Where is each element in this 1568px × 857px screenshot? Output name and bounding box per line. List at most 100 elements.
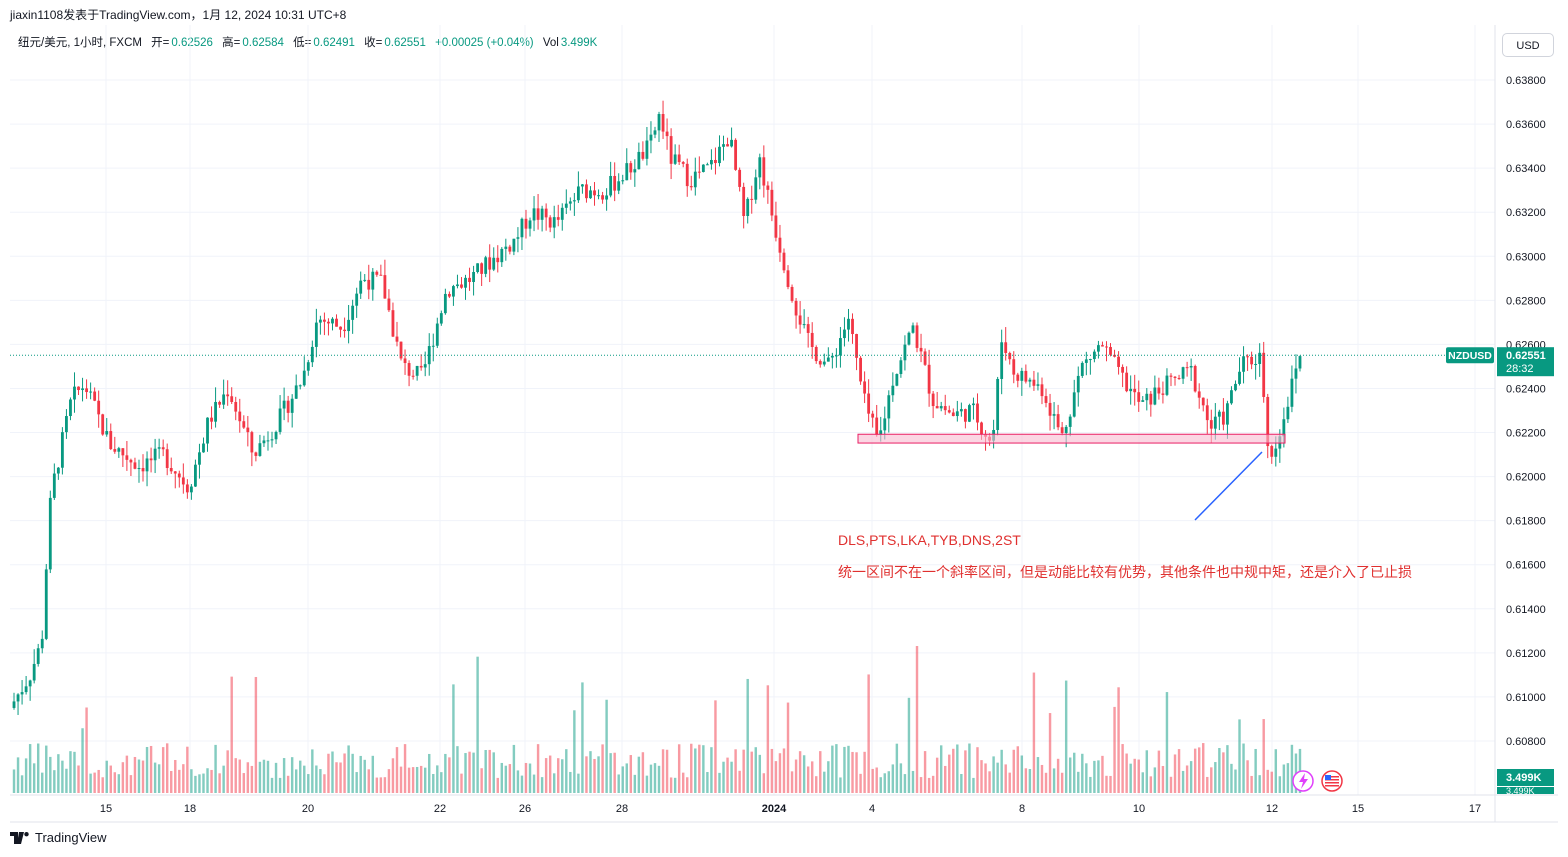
candle-body bbox=[1008, 352, 1012, 360]
candle-body bbox=[895, 374, 899, 386]
candle-body bbox=[16, 694, 20, 702]
candle-body bbox=[923, 351, 927, 365]
candle-body bbox=[830, 355, 834, 358]
candle-body bbox=[343, 329, 346, 332]
candle-body bbox=[689, 186, 693, 188]
volume-bar bbox=[790, 771, 794, 793]
candle-body bbox=[984, 434, 987, 437]
legend-low-label: 低= bbox=[293, 37, 312, 49]
candle-body bbox=[230, 396, 234, 402]
y-tick-label: 0.62200 bbox=[1506, 428, 1546, 440]
candle-body bbox=[1121, 366, 1125, 373]
volume-bar bbox=[819, 751, 822, 793]
volume-bar bbox=[831, 745, 834, 793]
volume-bar bbox=[1214, 762, 1217, 793]
volume-bar bbox=[798, 751, 802, 793]
candle-body bbox=[1173, 376, 1177, 378]
candle-body bbox=[746, 198, 750, 216]
candle-body bbox=[1242, 356, 1245, 372]
candle-body bbox=[786, 270, 790, 287]
currency-button[interactable]: USD bbox=[1502, 33, 1554, 57]
candle-body bbox=[742, 186, 746, 216]
volume-bar bbox=[589, 751, 592, 793]
volume-bar bbox=[1016, 746, 1020, 793]
volume-bar bbox=[931, 775, 935, 793]
volume-bar bbox=[859, 773, 862, 793]
candle-body bbox=[810, 332, 814, 347]
volume-tag bbox=[1497, 769, 1554, 786]
candle-body bbox=[1084, 359, 1088, 363]
volume-bar bbox=[36, 743, 40, 793]
volume-bar bbox=[923, 751, 927, 793]
volume-bar bbox=[952, 748, 955, 793]
volume-bar bbox=[1121, 744, 1124, 793]
candle-body bbox=[447, 293, 451, 297]
volume-bar bbox=[379, 777, 383, 793]
volume-bar bbox=[1193, 748, 1197, 793]
volume-bar bbox=[178, 769, 181, 793]
candle-body bbox=[955, 411, 959, 417]
candle-body bbox=[963, 409, 967, 422]
volume-bar bbox=[863, 751, 866, 793]
volume-bar bbox=[383, 777, 387, 793]
candle-body bbox=[149, 458, 153, 461]
volume-bar bbox=[770, 748, 774, 793]
y-tick-label: 0.63400 bbox=[1506, 163, 1546, 175]
y-tick-label: 0.63600 bbox=[1506, 119, 1546, 131]
candle-body bbox=[331, 318, 334, 324]
candle-body bbox=[1004, 342, 1008, 353]
volume-bar bbox=[887, 771, 891, 793]
candle-body bbox=[198, 452, 201, 465]
volume-bar bbox=[500, 762, 504, 793]
volume-bar bbox=[835, 744, 838, 793]
volume-bar bbox=[395, 747, 399, 793]
candle-body bbox=[1060, 427, 1064, 433]
candle-body bbox=[387, 298, 391, 311]
candle-body bbox=[718, 146, 721, 164]
volume-bar bbox=[855, 752, 858, 793]
x-tick-label: 17 bbox=[1469, 803, 1481, 815]
candle-body bbox=[73, 386, 76, 400]
candle-body bbox=[935, 406, 939, 409]
volume-bar bbox=[706, 772, 709, 793]
volume-bar bbox=[149, 745, 153, 793]
volume-bar bbox=[403, 744, 407, 793]
candle-body bbox=[403, 358, 407, 364]
volume-bar bbox=[57, 754, 60, 793]
candle-body bbox=[568, 201, 572, 204]
volume-bar bbox=[996, 762, 999, 793]
volume-bar bbox=[407, 767, 411, 793]
volume-bar bbox=[141, 760, 145, 793]
candle-body bbox=[601, 195, 604, 200]
volume-bar bbox=[69, 751, 72, 793]
candle-body bbox=[528, 220, 532, 229]
candle-body bbox=[1149, 393, 1153, 405]
volume-bar bbox=[355, 772, 358, 793]
candle-body bbox=[665, 131, 669, 137]
candle-body bbox=[109, 431, 113, 450]
volume-bar bbox=[665, 749, 669, 793]
volume-bar bbox=[399, 766, 403, 793]
volume-bar bbox=[593, 758, 596, 793]
volume-bar bbox=[81, 728, 84, 793]
volume-bar bbox=[1028, 769, 1032, 793]
volume-bar bbox=[492, 752, 495, 793]
volume-bar bbox=[222, 765, 225, 793]
volume-bar bbox=[1282, 764, 1286, 793]
candle-body bbox=[24, 686, 28, 693]
candle-body bbox=[750, 198, 754, 200]
volume-bar bbox=[1129, 763, 1132, 793]
volume-bar bbox=[750, 751, 753, 793]
annotation-comment: 统一区间不在一个斜率区间，但是动能比较有优势，其他条件也中规中矩，还是介入了已止… bbox=[838, 564, 1412, 580]
candle-body bbox=[12, 701, 16, 708]
candle-body bbox=[972, 403, 975, 406]
candle-body bbox=[778, 237, 782, 253]
legend-symbol: 纽元/美元, 1小时, FXCM bbox=[18, 37, 142, 49]
volume-bar bbox=[468, 751, 471, 793]
candle-body bbox=[988, 436, 991, 441]
candle-body bbox=[1012, 359, 1016, 375]
candle-body bbox=[1234, 383, 1237, 391]
candle-body bbox=[302, 370, 306, 386]
candle-body bbox=[1221, 411, 1225, 425]
